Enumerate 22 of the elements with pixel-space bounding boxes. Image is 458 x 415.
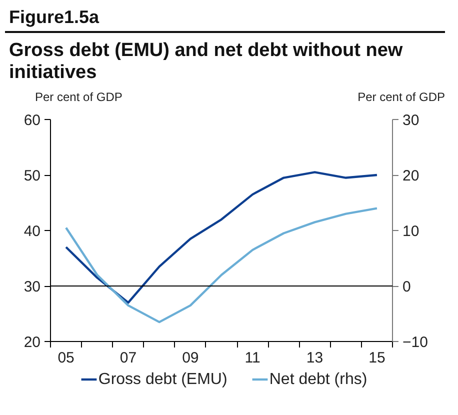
x-tick-label: 13	[306, 349, 324, 366]
y2-tick-label: −10	[402, 334, 428, 351]
y-axis-title: Per cent of GDP	[35, 89, 122, 106]
y2-tick-label: 20	[402, 167, 420, 184]
y-tick-label: 50	[24, 167, 41, 184]
x-tick-label: 09	[182, 349, 199, 366]
y-tick-label: 30	[24, 278, 41, 296]
x-tick-label: 07	[120, 349, 137, 366]
x-tick-label: 11	[244, 349, 260, 366]
y2-axis-title: Per cent of GDP	[358, 89, 445, 106]
y-tick-label: 60	[24, 112, 41, 129]
legend-label: Gross debt (EMU)	[98, 370, 228, 388]
chart-title: Gross debt (EMU) and net debt without new initiatives	[9, 40, 404, 84]
y2-tick-label: 0	[402, 278, 411, 296]
caption: Figure1.5a	[9, 6, 100, 29]
legend-label: Net debt (rhs)	[269, 370, 368, 388]
x-tick-label: 15	[368, 349, 386, 366]
y2-tick-label: 30	[402, 112, 420, 129]
y-tick-label: 40	[24, 222, 41, 240]
x-tick-label: 05	[58, 349, 74, 366]
y2-tick-label: 10	[402, 222, 420, 240]
y-tick-label: 20	[24, 334, 41, 351]
